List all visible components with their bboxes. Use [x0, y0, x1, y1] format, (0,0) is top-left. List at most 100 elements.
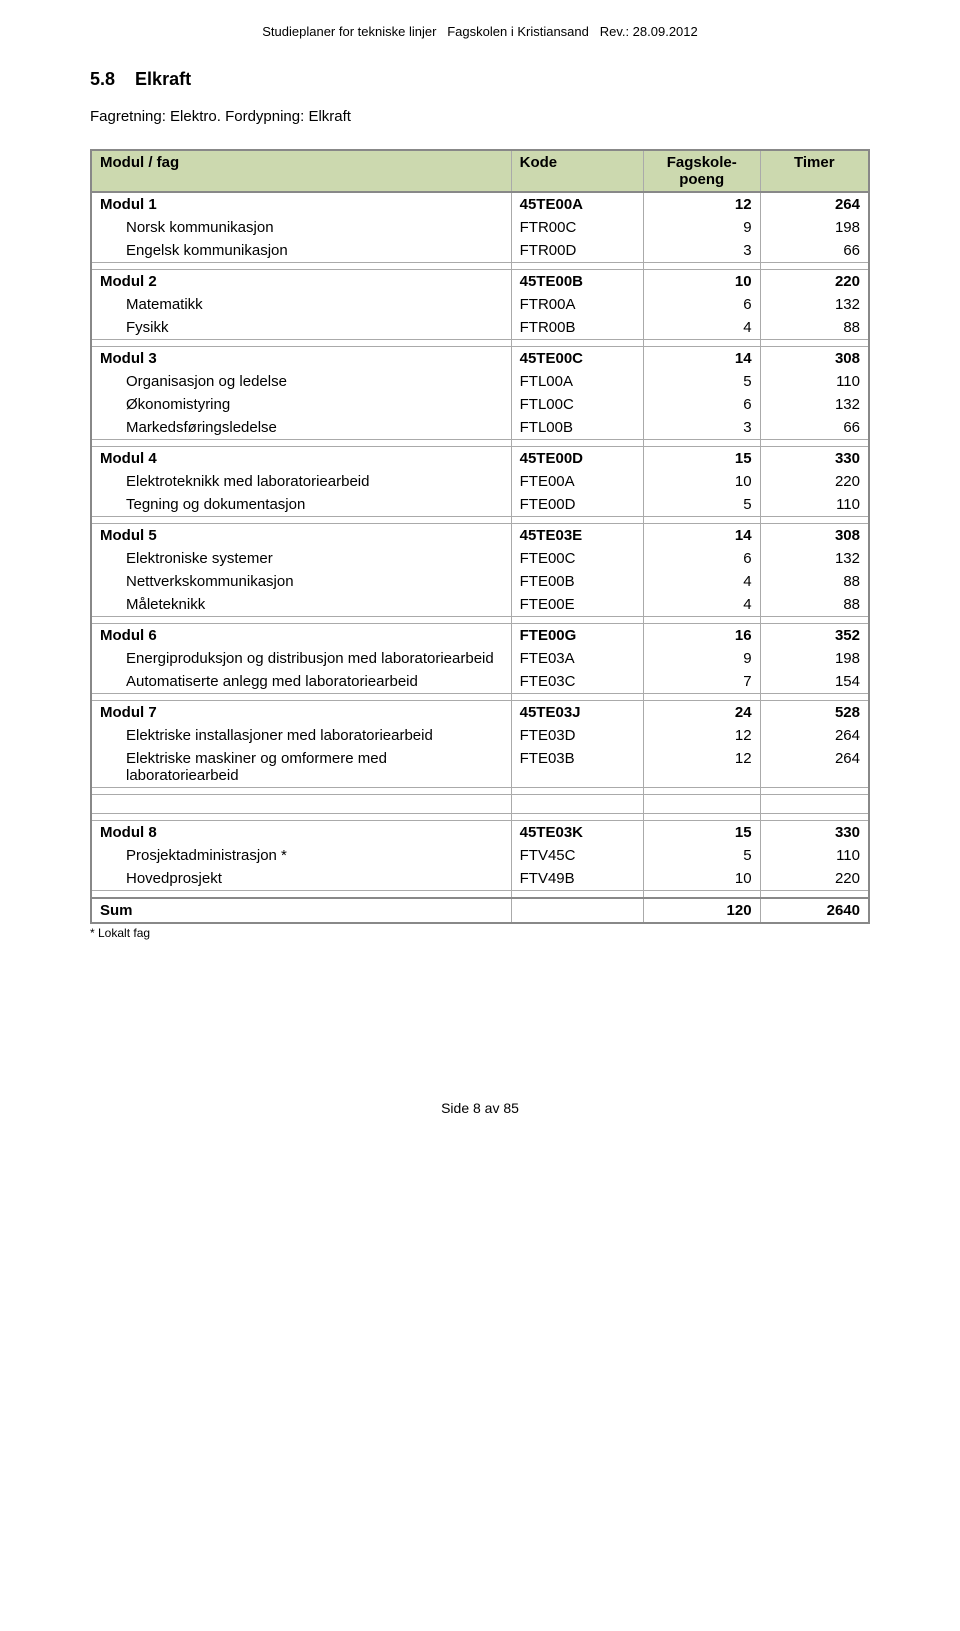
sub-row: Tegning og dokumentasjonFTE00D5110 — [91, 493, 869, 517]
sub-name: Elektroteknikk med laboratoriearbeid — [91, 470, 511, 493]
sum-timer: 2640 — [760, 898, 869, 923]
sub-fp: 12 — [643, 747, 760, 788]
sub-code: FTV45C — [511, 844, 643, 867]
sub-name: Automatiserte anlegg med laboratoriearbe… — [91, 670, 511, 694]
sub-fp: 4 — [643, 316, 760, 340]
sub-name: Økonomistyring — [91, 393, 511, 416]
sub-fp: 10 — [643, 470, 760, 493]
sub-row: HovedprosjektFTV49B10220 — [91, 867, 869, 891]
sub-row: Norsk kommunikasjonFTR00C9198 — [91, 216, 869, 239]
sub-fp: 3 — [643, 239, 760, 263]
footnote: * Lokalt fag — [90, 926, 870, 940]
sub-name: Norsk kommunikasjon — [91, 216, 511, 239]
module-fp: 10 — [643, 270, 760, 294]
sub-code: FTV49B — [511, 867, 643, 891]
sum-row: Sum 1202640 — [91, 898, 869, 923]
sub-code: FTL00B — [511, 416, 643, 440]
sub-code: FTL00C — [511, 393, 643, 416]
col-fp: Fagskole- poeng — [643, 150, 760, 192]
module-row: Modul 245TE00B10220 — [91, 270, 869, 294]
section-name: Elkraft — [135, 69, 191, 89]
module-name: Modul 5 — [91, 524, 511, 548]
sub-timer: 88 — [760, 593, 869, 617]
module-timer: 528 — [760, 701, 869, 725]
sub-fp: 6 — [643, 547, 760, 570]
sub-name: Hovedprosjekt — [91, 867, 511, 891]
sub-row: NettverkskommunikasjonFTE00B488 — [91, 570, 869, 593]
sub-name: Fysikk — [91, 316, 511, 340]
sub-timer: 88 — [760, 316, 869, 340]
sub-row: MarkedsføringsledelseFTL00B366 — [91, 416, 869, 440]
module-name: Modul 6 — [91, 624, 511, 648]
sub-fp: 9 — [643, 216, 760, 239]
sub-code: FTL00A — [511, 370, 643, 393]
module-row: Modul 545TE03E14308 — [91, 524, 869, 548]
sub-name: Matematikk — [91, 293, 511, 316]
sub-fp: 5 — [643, 844, 760, 867]
module-fp: 24 — [643, 701, 760, 725]
separator-row — [91, 617, 869, 624]
module-timer: 308 — [760, 347, 869, 371]
module-name: Modul 4 — [91, 447, 511, 471]
separator-row — [91, 517, 869, 524]
module-code: 45TE00B — [511, 270, 643, 294]
module-timer: 330 — [760, 447, 869, 471]
page-header: Studieplaner for tekniske linjer Fagskol… — [90, 24, 870, 39]
sub-code: FTE00C — [511, 547, 643, 570]
module-code: 45TE03E — [511, 524, 643, 548]
module-fp: 15 — [643, 447, 760, 471]
module-name: Modul 3 — [91, 347, 511, 371]
sub-code: FTR00B — [511, 316, 643, 340]
sub-name: Elektriske installasjoner med laboratori… — [91, 724, 511, 747]
sub-name: Prosjektadministrasjon * — [91, 844, 511, 867]
sub-fp: 5 — [643, 493, 760, 517]
sub-timer: 220 — [760, 470, 869, 493]
module-row: Modul 845TE03K15330 — [91, 821, 869, 845]
sub-timer: 110 — [760, 844, 869, 867]
sum-code — [511, 898, 643, 923]
sub-fp: 3 — [643, 416, 760, 440]
sub-code: FTE03A — [511, 647, 643, 670]
sub-fp: 10 — [643, 867, 760, 891]
sub-name: Måleteknikk — [91, 593, 511, 617]
sub-timer: 110 — [760, 370, 869, 393]
sub-code: FTE03B — [511, 747, 643, 788]
sub-timer: 264 — [760, 747, 869, 788]
module-timer: 330 — [760, 821, 869, 845]
sub-fp: 7 — [643, 670, 760, 694]
sub-row: FysikkFTR00B488 — [91, 316, 869, 340]
separator-row — [91, 340, 869, 347]
sub-row: Elektriske maskiner og omformere med lab… — [91, 747, 869, 788]
module-row: Modul 145TE00A12264 — [91, 192, 869, 216]
module-code: 45TE00D — [511, 447, 643, 471]
sub-code: FTE00E — [511, 593, 643, 617]
col-name: Modul / fag — [91, 150, 511, 192]
module-name: Modul 2 — [91, 270, 511, 294]
module-name: Modul 7 — [91, 701, 511, 725]
sum-fp: 120 — [643, 898, 760, 923]
col-timer: Timer — [760, 150, 869, 192]
sub-timer: 88 — [760, 570, 869, 593]
sub-fp: 5 — [643, 370, 760, 393]
module-code: 45TE03K — [511, 821, 643, 845]
sum-label: Sum — [91, 898, 511, 923]
separator-row — [91, 694, 869, 701]
sub-timer: 66 — [760, 239, 869, 263]
page: Studieplaner for tekniske linjer Fagskol… — [0, 0, 960, 1156]
section-number: 5.8 — [90, 69, 115, 89]
sub-fp: 4 — [643, 593, 760, 617]
module-row: Modul 445TE00D15330 — [91, 447, 869, 471]
sub-name: Engelsk kommunikasjon — [91, 239, 511, 263]
module-timer: 264 — [760, 192, 869, 216]
sub-row: Elektroniske systemerFTE00C6132 — [91, 547, 869, 570]
separator-row — [91, 788, 869, 795]
sub-row: MåleteknikkFTE00E488 — [91, 593, 869, 617]
sub-timer: 220 — [760, 867, 869, 891]
module-fp: 14 — [643, 347, 760, 371]
module-code: 45TE00A — [511, 192, 643, 216]
empty-module-row — [91, 795, 869, 814]
sub-code: FTE00A — [511, 470, 643, 493]
sub-fp: 6 — [643, 293, 760, 316]
sub-name: Organisasjon og ledelse — [91, 370, 511, 393]
sub-code: FTE03C — [511, 670, 643, 694]
